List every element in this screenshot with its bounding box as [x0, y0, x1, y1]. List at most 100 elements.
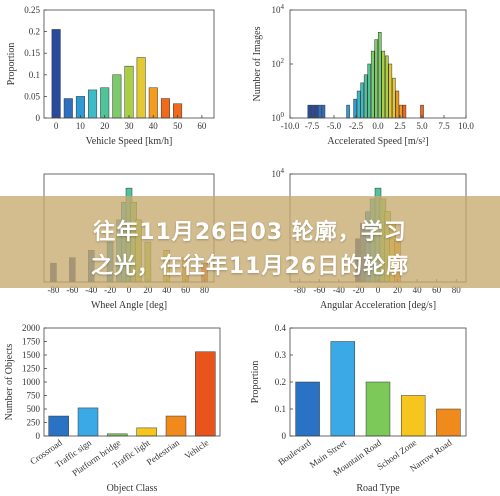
accelerated-speed-x-tick-label: 7.5 [438, 121, 450, 131]
road-type-y-tick-label: 0.2 [275, 377, 286, 387]
accelerated-speed-x-tick-label: -10.0 [281, 121, 300, 131]
vehicle-speed-x-tick-label: 30 [125, 121, 135, 131]
object-class-bar [195, 351, 216, 437]
accelerated-speed-bar [360, 82, 364, 119]
vehicle-speed-x-tick-label: 40 [149, 121, 159, 131]
angular-acceleration-x-tick-label: 20 [393, 285, 403, 295]
road-type-y-axis-label: Proportion [250, 361, 261, 404]
vehicle-speed-bar [51, 29, 61, 119]
vehicle-speed-y-tick-label: 0.25 [24, 5, 40, 15]
accelerated-speed-x-tick-label: 5.0 [416, 121, 428, 131]
accelerated-speed-x-tick-label: -7.5 [305, 121, 320, 131]
road-type-bar [365, 381, 391, 437]
angular-acceleration-x-tick-label: -20 [352, 285, 364, 295]
object-class-y-tick-label: 500 [27, 404, 41, 414]
road-type-bar [400, 395, 426, 437]
object-class-y-tick-label: 750 [27, 391, 41, 401]
vehicle-speed-x-tick-label: 10 [76, 121, 86, 131]
wheel-angle-x-tick-label: 20 [143, 285, 153, 295]
accelerated-speed-x-tick-label: 0.0 [372, 121, 384, 131]
accelerated-speed-bar [314, 104, 319, 119]
vehicle-speed-chart: 0 10 20 30 40 50 60 0 0.05 0.1 0.15 0.2 0.25 Vehicle … [6, 5, 215, 147]
accelerated-speed-bar [367, 63, 371, 119]
accelerated-speed-bar [402, 104, 407, 119]
overlay-banner: 往年11月26日03 轮廓，学习 之光，在往年11月26日的轮廓 [0, 196, 500, 288]
accelerated-speed-bar [374, 39, 379, 119]
vehicle-speed-y-tick-label: 0 [36, 113, 41, 123]
vehicle-speed-y-tick-label: 0.05 [24, 91, 40, 101]
road-type-y-tick-label: 0.3 [275, 350, 287, 360]
accelerated-speed-bar [381, 50, 386, 119]
object-class-category-label: Pedestrian [145, 437, 182, 467]
accelerated-speed-x-tick-label: 2.5 [394, 121, 406, 131]
vehicle-speed-bar [148, 87, 158, 119]
object-class-y-axis-label: Number of Objects [4, 344, 15, 421]
accelerated-speed-x-tick-label: -5.0 [327, 121, 342, 131]
accelerated-speed-bar [385, 55, 389, 119]
vehicle-speed-x-tick-label: 20 [100, 121, 110, 131]
object-class-y-tick-label: 2000 [22, 323, 41, 333]
angular-acceleration-x-axis-label: Angular Acceleration [deg/s] [320, 300, 436, 311]
object-class-axes-frame [43, 327, 221, 437]
vehicle-speed-y-axis-label: Proportion [6, 43, 17, 86]
angular-acceleration-x-tick-label: 40 [413, 285, 423, 295]
road-type-bar [330, 341, 356, 437]
accelerated-speed-y-tick-label: 102 [272, 57, 285, 69]
wheel-angle-x-axis-label: Wheel Angle [deg] [91, 300, 167, 311]
object-class-y-tick-label: 250 [27, 418, 41, 428]
accelerated-speed-bar [377, 31, 382, 119]
road-type-bar [295, 381, 320, 437]
object-class-y-tick-label: 0 [36, 431, 41, 441]
object-class-bar [77, 407, 99, 437]
accelerated-speed-x-tick-label: 10.0 [458, 121, 474, 131]
road-type-bar [436, 408, 461, 437]
vehicle-speed-bar [112, 74, 122, 119]
vehicle-speed-x-tick-label: 60 [197, 121, 207, 131]
angular-acceleration-y-tick-label: 104 [272, 167, 285, 179]
accelerated-speed-x-tick-label: -2.5 [349, 121, 364, 131]
vehicle-speed-bar [124, 65, 134, 119]
object-class-bar [48, 415, 69, 437]
vehicle-speed-bar [100, 87, 110, 119]
angular-acceleration-x-tick-label: -40 [333, 285, 345, 295]
wheel-angle-x-tick-label: -60 [66, 285, 78, 295]
accelerated-speed-y-tick-label: 104 [272, 3, 285, 15]
banner-text-line-1: 往年11月26日03 轮廓，学习 [93, 220, 407, 245]
vehicle-speed-y-tick-label: 0.1 [29, 70, 40, 80]
angular-acceleration-x-tick-label: 80 [452, 285, 462, 295]
accelerated-speed-bar [395, 90, 400, 119]
angular-acceleration-x-tick-label: 60 [432, 285, 442, 295]
accelerated-speed-bar [392, 77, 396, 119]
object-class-y-tick-label: 1500 [22, 350, 41, 360]
vehicle-speed-y-tick-label: 0.15 [24, 48, 40, 58]
vehicle-speed-y-tick-label: 0.2 [29, 27, 40, 37]
vehicle-speed-bar [88, 89, 98, 119]
road-type-y-tick-label: 0.1 [275, 404, 286, 414]
angular-acceleration-x-tick-label: -60 [313, 285, 325, 295]
accelerated-speed-bar [346, 104, 350, 119]
object-class-bar [136, 427, 157, 437]
vehicle-speed-bar [63, 98, 73, 119]
object-class-y-tick-label: 1750 [22, 337, 41, 347]
accelerated-speed-bar [321, 104, 326, 119]
object-class-category-label: Vehicle [183, 437, 211, 461]
accelerated-speed-chart: -10.0 -7.5 -5.0 -2.5 0.0 2.5 5.0 7.5 10.01001021… [252, 3, 474, 147]
road-type-x-axis-label: Road Type [356, 483, 400, 494]
accelerated-speed-bar [307, 104, 312, 119]
object-class-y-tick-label: 1250 [22, 364, 41, 374]
vehicle-speed-bar [160, 98, 170, 119]
banner-text-line-2: 之光，在往年11月26日的轮廓 [90, 254, 410, 279]
wheel-angle-x-tick-label: -40 [85, 285, 97, 295]
accelerated-speed-bar [370, 50, 375, 119]
object-class-x-axis-label: Object Class [107, 483, 158, 494]
accelerated-speed-bar [388, 63, 393, 119]
object-class-bar [165, 415, 187, 437]
road-type-y-tick-label: 0.4 [275, 323, 287, 333]
angular-acceleration-x-tick-label: -80 [294, 285, 306, 295]
object-class-y-tick-label: 1000 [22, 377, 41, 387]
wheel-angle-x-tick-label: -80 [47, 285, 59, 295]
accelerated-speed-y-axis-label: Number of Images [252, 26, 263, 101]
road-type-y-tick-label: 0 [282, 431, 287, 441]
